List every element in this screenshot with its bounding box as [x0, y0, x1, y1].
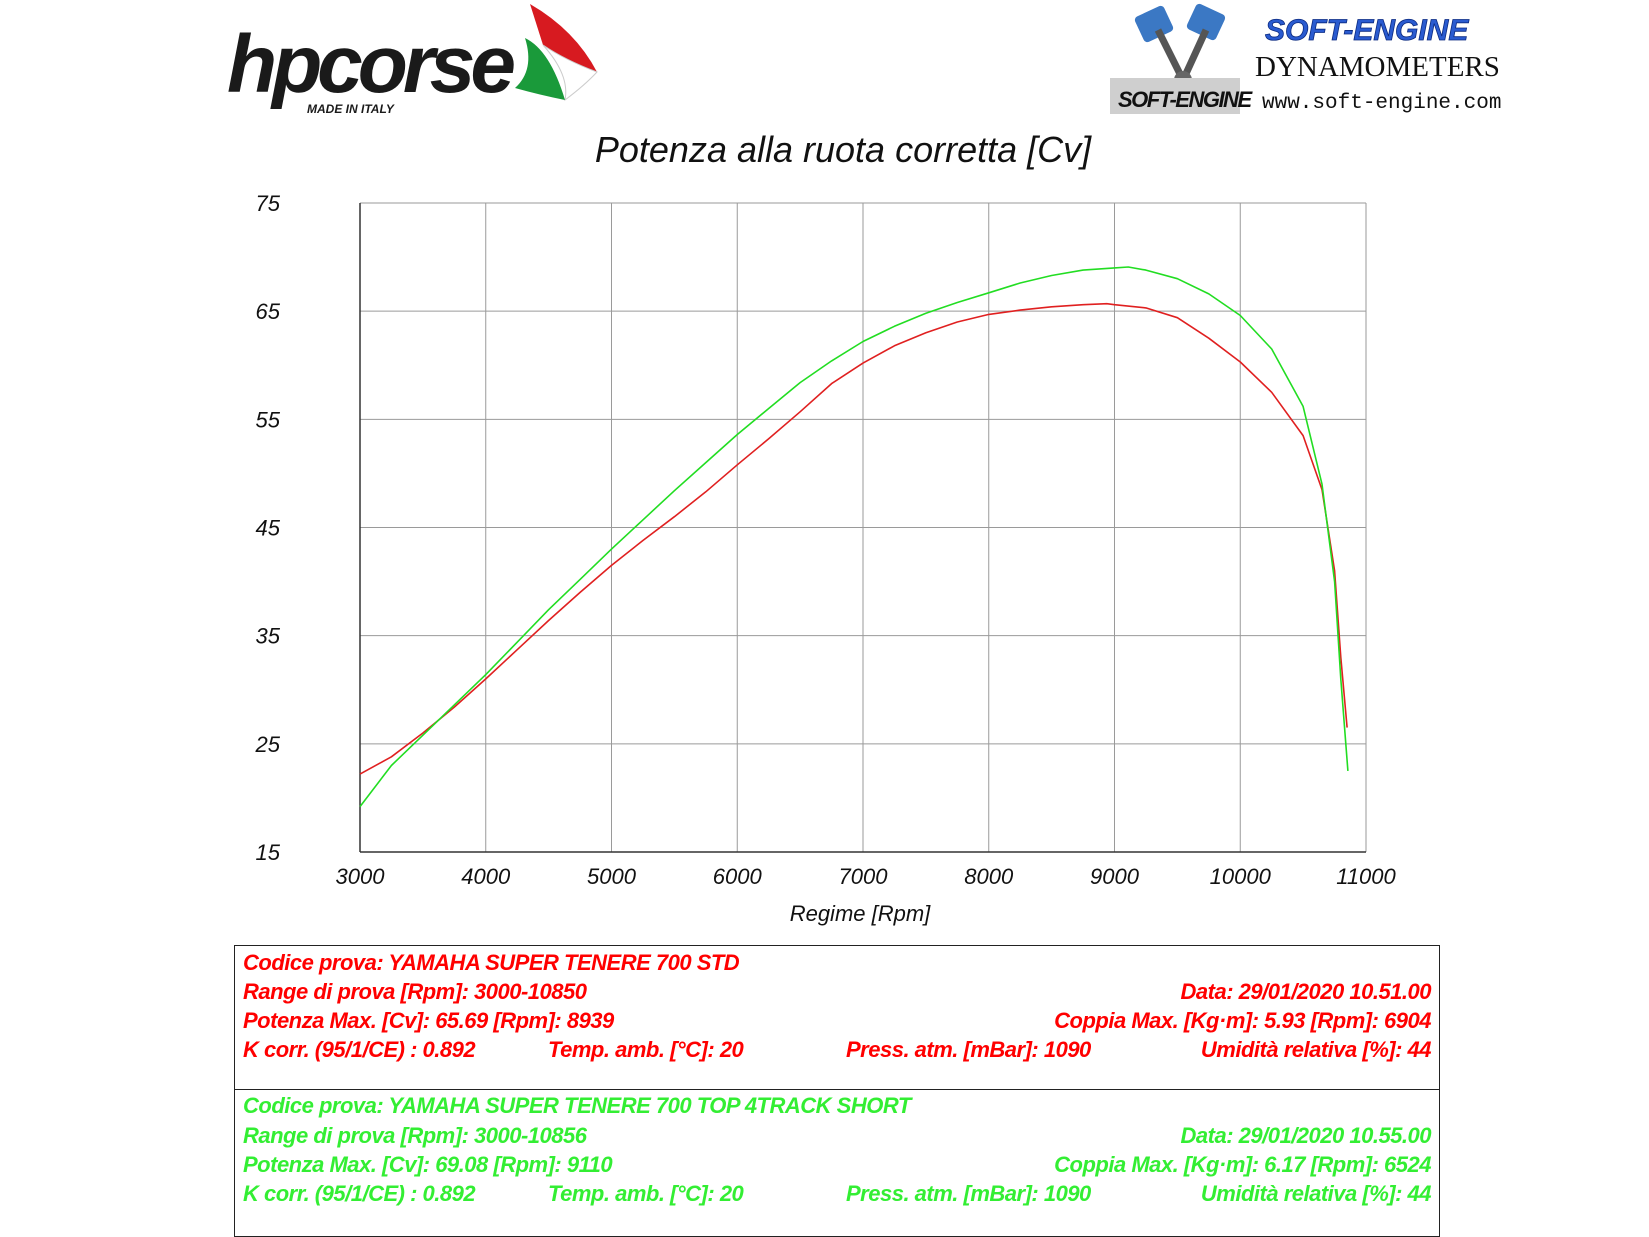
hpcorse-tagline: MADE IN ITALY: [307, 102, 395, 116]
y-tick-label-6: 75: [256, 191, 281, 216]
chart-series: [359, 266, 1349, 808]
x-tick-label-4: 7000: [839, 864, 889, 889]
run1-press: Press. atm. [mBar]: 1090: [846, 1037, 1091, 1062]
run1-line-2: Range di prova [Rpm]: 3000-10850 Data: 2…: [243, 979, 1432, 1008]
softengine-logo: SOFT-ENGINE SOFT-ENGINE DYNAMOMETERS www…: [1110, 3, 1501, 115]
hpcorse-flag-icon: [515, 4, 598, 102]
y-axis-ticks: 15 25 35 45 55 65 75: [255, 191, 281, 865]
run2-line-3: Potenza Max. [Cv]: 69.08 [Rpm]: 9110 Cop…: [243, 1152, 1431, 1181]
x-tick-label-6: 9000: [1090, 864, 1140, 889]
chart-grid: [359, 202, 1367, 853]
run1-line-1: Codice prova: YAMAHA SUPER TENERE 700 ST…: [243, 950, 1431, 979]
run2-line-2: Range di prova [Rpm]: 3000-10856 Data: 2…: [243, 1123, 1432, 1152]
chart-title: Potenza alla ruota corretta [Cv]: [595, 129, 1092, 170]
run1-range: Range di prova [Rpm]: 3000-10850: [243, 979, 587, 1004]
run1-potenza: Potenza Max. [Cv]: 65.69 [Rpm]: 8939: [243, 1008, 614, 1033]
run1-temp: Temp. amb. [°C]: 20: [548, 1037, 744, 1062]
hpcorse-logo: hpcorse MADE IN ITALY: [227, 4, 598, 116]
run2-line-1: Codice prova: YAMAHA SUPER TENERE 700 TO…: [243, 1093, 1431, 1122]
x-tick-label-0: 3000: [336, 864, 386, 889]
run1-data: Data: 29/01/2020 10.51.00: [1180, 979, 1432, 1004]
run2-codice: Codice prova: YAMAHA SUPER TENERE 700 TO…: [243, 1093, 911, 1118]
y-tick-label-2: 35: [256, 624, 281, 649]
run1-kcorr: K corr. (95/1/CE) : 0.892: [243, 1037, 476, 1062]
softengine-title: SOFT-ENGINE: [1265, 14, 1469, 47]
x-tick-label-2: 5000: [587, 864, 637, 889]
x-axis-ticks: 3000 4000 5000 6000 7000 8000 9000 10000 11000: [336, 864, 1397, 889]
x-tick-label-3: 6000: [713, 864, 763, 889]
run1-line-4: K corr. (95/1/CE) : 0.892 Temp. amb. [°C…: [243, 1037, 1432, 1066]
run1-umid: Umidità relativa [%]: 44: [1200, 1037, 1432, 1062]
x-tick-label-8: 11000: [1336, 864, 1396, 889]
power-chart: Potenza alla ruota corretta [Cv] 15 25 35 4…: [255, 129, 1397, 926]
softengine-badge-bg: [1110, 78, 1240, 114]
run2-umid: Umidità relativa [%]: 44: [1200, 1181, 1432, 1206]
softengine-subtitle: DYNAMOMETERS: [1255, 51, 1500, 83]
softengine-url: www.soft-engine.com: [1262, 92, 1501, 115]
y-tick-label-1: 25: [255, 732, 281, 757]
run2-info-box: Codice prova: YAMAHA SUPER TENERE 700 TO…: [234, 1090, 1440, 1237]
run1-line-3: Potenza Max. [Cv]: 65.69 [Rpm]: 8939 Cop…: [243, 1008, 1431, 1037]
run2-range: Range di prova [Rpm]: 3000-10856: [243, 1123, 587, 1148]
run1-coppia: Coppia Max. [Kg·m]: 5.93 [Rpm]: 6904: [1054, 1008, 1431, 1033]
run1-info-box: Codice prova: YAMAHA SUPER TENERE 700 ST…: [234, 945, 1440, 1090]
x-tick-label-1: 4000: [461, 864, 511, 889]
y-tick-label-5: 65: [256, 299, 281, 324]
run2-kcorr: K corr. (95/1/CE) : 0.892: [243, 1181, 476, 1206]
run2-data: Data: 29/01/2020 10.55.00: [1180, 1123, 1432, 1148]
series-line-1: [359, 302, 1348, 775]
run2-potenza: Potenza Max. [Cv]: 69.08 [Rpm]: 9110: [243, 1152, 613, 1177]
run2-line-4: K corr. (95/1/CE) : 0.892 Temp. amb. [°C…: [243, 1181, 1432, 1210]
softengine-badge: SOFT-ENGINE: [1118, 87, 1253, 112]
run2-coppia: Coppia Max. [Kg·m]: 6.17 [Rpm]: 6524: [1054, 1152, 1431, 1177]
y-tick-label-3: 45: [256, 516, 281, 541]
x-tick-label-5: 8000: [964, 864, 1014, 889]
y-tick-label-0: 15: [256, 840, 281, 865]
x-axis-label: Regime [Rpm]: [790, 901, 931, 926]
run1-codice: Codice prova: YAMAHA SUPER TENERE 700 ST…: [243, 950, 740, 975]
run2-temp: Temp. amb. [°C]: 20: [548, 1181, 744, 1206]
y-tick-label-4: 55: [256, 407, 281, 432]
series-line-2: [359, 266, 1349, 808]
x-tick-label-7: 10000: [1210, 864, 1272, 889]
hpcorse-wordmark: hpcorse: [227, 19, 514, 110]
run2-press: Press. atm. [mBar]: 1090: [846, 1181, 1091, 1206]
